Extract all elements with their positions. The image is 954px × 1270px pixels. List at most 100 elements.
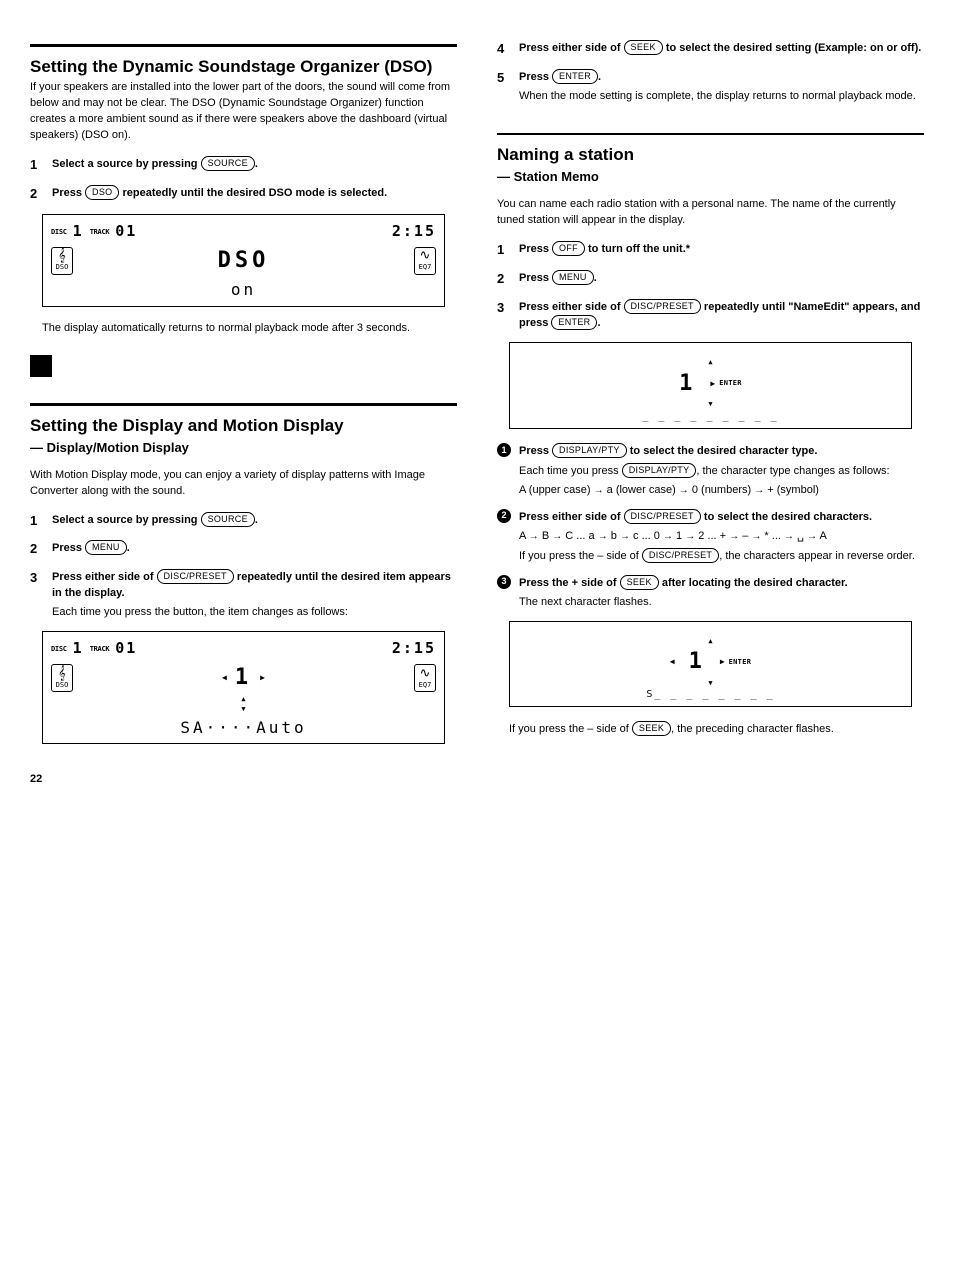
lcd-figure-nameedit-2: ▲ ◀ 1 ▶ ENTER ▼ S_ _ _ _ _ _ _ _ <box>509 621 912 708</box>
track-number: 01 <box>115 638 137 660</box>
page-number: 22 <box>30 772 457 788</box>
step-note: Each time you press <box>519 465 622 477</box>
char-list: A → B → C ... a → b → c ... 0 → 1 → 2 ..… <box>519 529 924 545</box>
track-label: TRACK <box>90 644 110 654</box>
seek-button[interactable]: SEEK <box>620 575 659 590</box>
motion-subtitle: — Display/Motion Display <box>30 439 457 458</box>
step-text: . <box>594 272 597 284</box>
disc-preset-button[interactable]: DISC/PRESET <box>624 299 701 314</box>
step-text: to select the desired setting (Example: … <box>666 42 921 54</box>
eq7-icon: ∿EQ7 <box>414 247 436 275</box>
lcd-figure-nameedit-1: ▲ 1 ▶ ENTER ▼ _ _ _ _ _ _ _ _ _ <box>509 342 912 429</box>
step-note: Each time you press the button, the item… <box>52 605 457 621</box>
motion-step-5: 5 Press ENTER. When the mode setting is … <box>497 69 924 105</box>
time-display: 2:15 <box>392 638 436 660</box>
eq7-icon: ∿EQ7 <box>414 664 436 692</box>
dso-icon: 𝄞DSO <box>51 664 73 692</box>
circled-3: 3 <box>497 575 511 589</box>
track-number: 01 <box>115 221 137 243</box>
time-display: 2:15 <box>392 221 436 243</box>
left-triangle-icon: ◀ <box>222 672 227 684</box>
step-text: repeatedly until the desired DSO mode is… <box>123 187 388 199</box>
step-note: The next character flashes. <box>519 595 924 611</box>
disc-label: DISC <box>51 644 67 654</box>
step-text: Press either side of <box>519 511 624 523</box>
lcd-figure-dso: DISC 1 TRACK 01 2:15 𝄞DSO DSO ∿EQ7 on <box>42 214 445 307</box>
right-triangle-icon: ▶ <box>710 378 715 390</box>
dso-section-title: Setting the Dynamic Soundstage Organizer… <box>30 57 457 77</box>
enter-label: ENTER <box>719 378 742 388</box>
menu-button[interactable]: MENU <box>85 540 127 555</box>
naming-intro: You can name each radio station with a p… <box>497 197 924 229</box>
step-text: . <box>255 158 258 170</box>
dso-step-1: 1 Select a source by pressing SOURCE. <box>30 156 457 175</box>
step-text: to turn off the unit.* <box>588 243 690 255</box>
dso-after-figure: The display automatically returns to nor… <box>42 321 445 337</box>
lcd-char-slots: _ _ _ _ _ _ _ _ _ <box>518 410 903 425</box>
step-text: Select a source by pressing <box>52 514 201 526</box>
circled-2: 2 <box>497 509 511 523</box>
step-text: Select a source by pressing <box>52 158 201 170</box>
left-triangle-icon: ◀ <box>670 656 675 668</box>
step-text: Press either side of <box>519 42 624 54</box>
lcd-bottom-text: SA····Auto <box>51 716 436 739</box>
step-number: 3 <box>30 569 44 621</box>
naming-substep-2: 2 Press either side of DISC/PRESET to se… <box>497 509 924 565</box>
step-note: If you press the – side of <box>519 550 642 562</box>
step-number: 4 <box>497 40 511 59</box>
step-note: When the mode setting is complete, the d… <box>519 89 924 105</box>
display-pty-button[interactable]: DISPLAY/PTY <box>622 463 697 478</box>
page-tab <box>30 355 52 377</box>
lcd-main-text: 1 <box>679 368 696 400</box>
step-text: . <box>597 317 600 329</box>
step-text: after locating the desired character. <box>662 577 848 589</box>
naming-substep-3: 3 Press the + side of SEEK after locatin… <box>497 575 924 611</box>
header-rule <box>30 403 457 406</box>
motion-step-2: 2 Press MENU. <box>30 540 457 559</box>
step-note: , the characters appear in reverse order… <box>719 550 915 562</box>
step-number: 2 <box>497 270 511 289</box>
lcd-char-slots: S_ _ _ _ _ _ _ _ <box>518 688 903 703</box>
source-button[interactable]: SOURCE <box>201 156 255 171</box>
disc-preset-button[interactable]: DISC/PRESET <box>624 509 701 524</box>
dso-intro: If your speakers are installed into the … <box>30 80 457 144</box>
step-number: 5 <box>497 69 511 105</box>
enter-button[interactable]: ENTER <box>551 315 597 330</box>
naming-step-2: 2 Press MENU. <box>497 270 924 289</box>
source-button[interactable]: SOURCE <box>201 512 255 527</box>
step-text: Press either side of <box>519 301 624 313</box>
step-number: 2 <box>30 540 44 559</box>
lcd-main-text: 1 <box>235 662 252 694</box>
naming-section-title: Naming a station <box>497 145 924 165</box>
track-label: TRACK <box>90 227 110 237</box>
step-text: Press <box>52 542 85 554</box>
step-text: . <box>598 71 601 83</box>
dso-button[interactable]: DSO <box>85 185 119 200</box>
motion-step-1: 1 Select a source by pressing SOURCE. <box>30 512 457 531</box>
step-text: to select the desired characters. <box>704 511 872 523</box>
lcd-main-text: DSO <box>218 245 270 277</box>
off-button[interactable]: OFF <box>552 241 585 256</box>
motion-step-3: 3 Press either side of DISC/PRESET repea… <box>30 569 457 621</box>
seek-button[interactable]: SEEK <box>632 721 671 736</box>
up-down-triangles: ▲▼ <box>51 694 436 714</box>
dso-icon: 𝄞DSO <box>51 247 73 275</box>
display-pty-button[interactable]: DISPLAY/PTY <box>552 443 627 458</box>
motion-step-4: 4 Press either side of SEEK to select th… <box>497 40 924 59</box>
circled-1: 1 <box>497 443 511 457</box>
step-text: . <box>255 514 258 526</box>
step-text: Press <box>519 445 552 457</box>
naming-step-1: 1 Press OFF to turn off the unit.* <box>497 241 924 260</box>
step-text: . <box>127 542 130 554</box>
header-rule <box>497 133 924 135</box>
header-rule <box>30 44 457 47</box>
lcd-bottom-text: on <box>51 278 436 301</box>
seek-button[interactable]: SEEK <box>624 40 663 55</box>
disc-preset-button[interactable]: DISC/PRESET <box>157 569 234 584</box>
enter-button[interactable]: ENTER <box>552 69 598 84</box>
menu-button[interactable]: MENU <box>552 270 594 285</box>
disc-number: 1 <box>73 638 84 660</box>
step-text: Press <box>519 243 552 255</box>
disc-preset-button[interactable]: DISC/PRESET <box>642 548 719 563</box>
step-number: 2 <box>30 185 44 204</box>
